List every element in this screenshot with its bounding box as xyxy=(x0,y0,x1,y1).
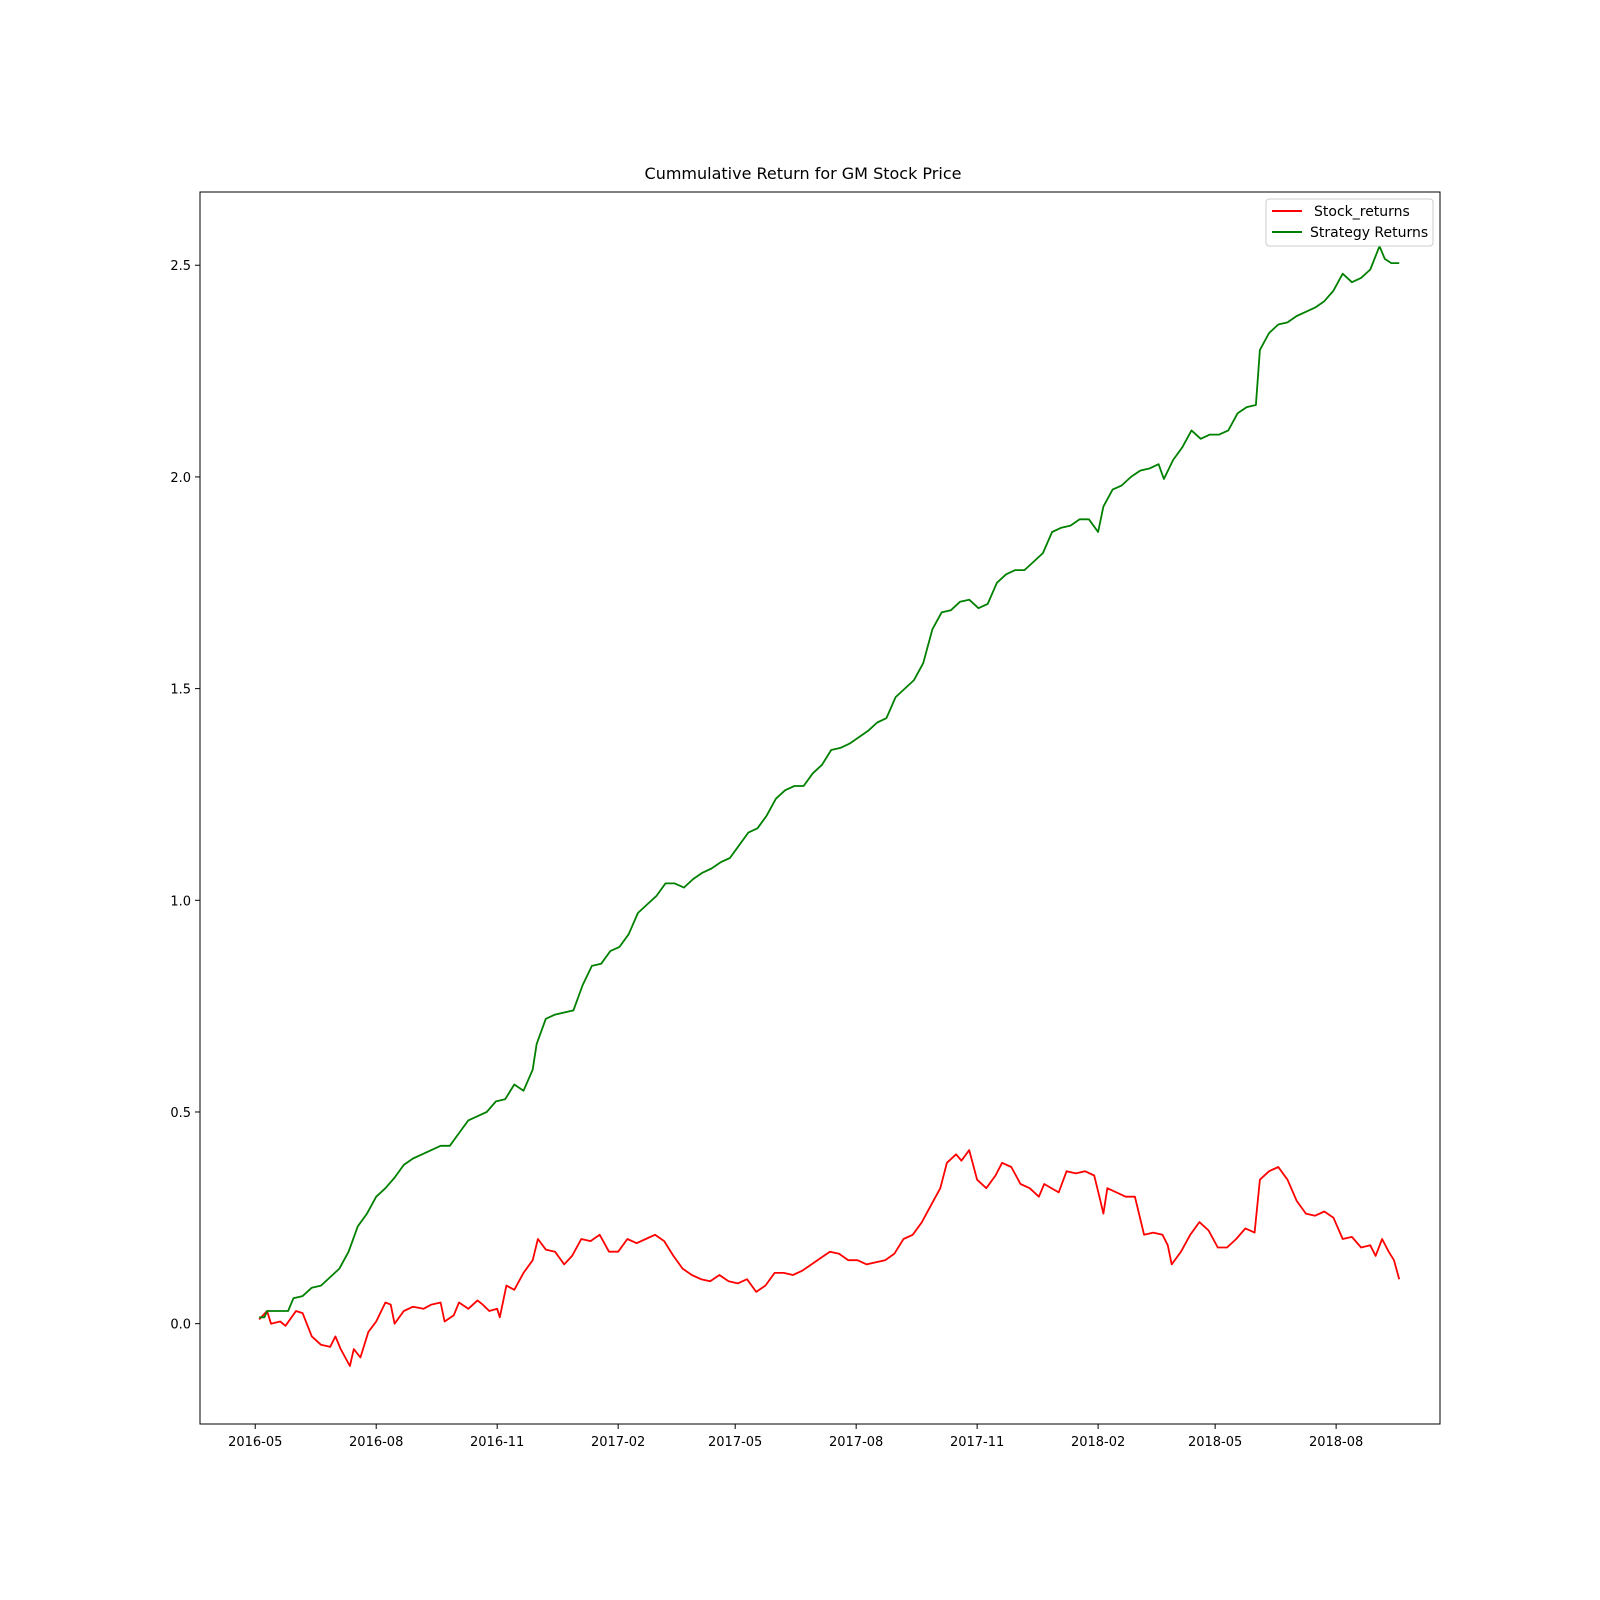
y-tick-label: 0.5 xyxy=(170,1106,191,1121)
x-tick-label: 2016-11 xyxy=(470,1435,524,1450)
x-tick-label: 2018-08 xyxy=(1309,1435,1363,1450)
y-tick-label: 0.0 xyxy=(170,1318,191,1333)
x-tick-label: 2016-08 xyxy=(349,1435,403,1450)
x-tick-label: 2017-02 xyxy=(591,1435,645,1450)
legend-label-strategy-returns: Strategy Returns xyxy=(1310,225,1428,241)
x-tick-label: 2018-02 xyxy=(1071,1435,1125,1450)
legend-box xyxy=(1265,198,1434,247)
plot-area-frame xyxy=(199,191,1441,1425)
x-tick-label: 2017-05 xyxy=(708,1435,762,1450)
y-tick-label: 1.5 xyxy=(170,683,191,698)
series-line-stock-returns xyxy=(258,1149,1401,1367)
x-tick-label: 2017-11 xyxy=(950,1435,1004,1450)
series-line-strategy-returns xyxy=(259,245,1400,1319)
y-tick-label: 2.0 xyxy=(170,471,191,486)
x-tick-label: 2018-05 xyxy=(1188,1435,1242,1450)
y-tick-label: 2.5 xyxy=(170,259,191,274)
legend: Stock_returns Strategy Returns xyxy=(1265,198,1434,247)
y-axis: 0.0 0.5 1.0 1.5 2.0 2.5 xyxy=(170,259,200,1333)
chart-title: Cummulative Return for GM Stock Price xyxy=(645,164,962,183)
series-layer xyxy=(258,245,1401,1367)
x-axis: 2016-05 2016-08 2016-11 2017-02 2017-05 2017-… xyxy=(228,1424,1363,1450)
x-tick-label: 2017-08 xyxy=(829,1435,883,1450)
y-tick-label: 1.0 xyxy=(170,894,191,909)
legend-label-stock-returns: Stock_returns xyxy=(1314,204,1410,220)
x-tick-label: 2016-05 xyxy=(228,1435,282,1450)
